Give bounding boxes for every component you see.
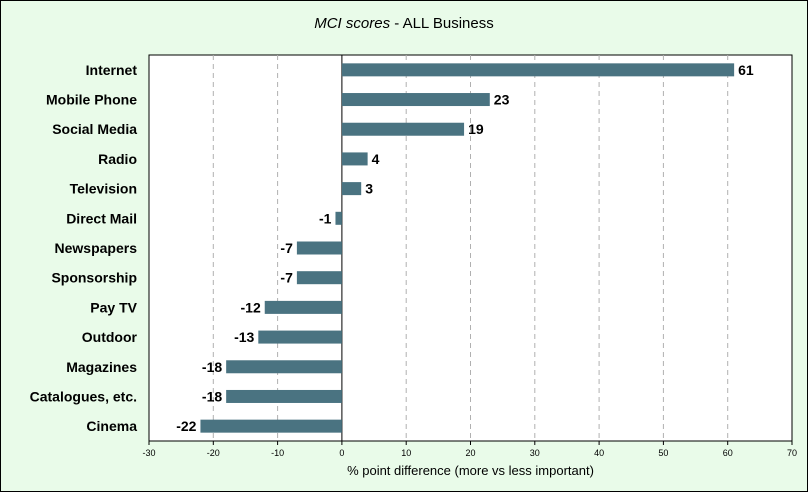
data-label: 61 (738, 62, 754, 78)
category-label: Television (70, 181, 137, 197)
x-tick-label: -10 (271, 448, 284, 458)
x-tick-label: 0 (339, 448, 344, 458)
bar (341, 182, 362, 196)
x-tick-label: 10 (401, 448, 411, 458)
data-label: -13 (234, 329, 254, 345)
bar (341, 93, 490, 107)
x-tick-label: 60 (723, 448, 733, 458)
x-tick-label: 20 (465, 448, 475, 458)
bar (226, 360, 342, 374)
category-label: Social Media (52, 121, 137, 137)
data-label: -7 (280, 270, 293, 286)
bar (335, 211, 342, 225)
bar (200, 419, 342, 433)
bar (341, 63, 735, 77)
data-label: -12 (241, 299, 261, 315)
category-label: Catalogues, etc. (30, 388, 137, 404)
bar (296, 241, 342, 255)
category-label: Internet (86, 62, 138, 78)
data-label: -1 (319, 210, 332, 226)
data-label: -22 (176, 418, 196, 434)
category-label: Radio (98, 151, 137, 167)
data-label: -7 (280, 240, 293, 256)
category-labels: Internet 61 Mobile Phone 23 Social Media 19 Ra… (30, 62, 754, 434)
x-tick-label: -30 (142, 448, 155, 458)
x-tick-label: 70 (787, 448, 797, 458)
data-label: -18 (202, 388, 222, 404)
x-tick-label: 50 (658, 448, 668, 458)
bar (264, 300, 342, 314)
category-label: Sponsorship (51, 270, 137, 286)
category-label: Direct Mail (66, 210, 137, 226)
chart-title-rest: - ALL Business (390, 15, 494, 32)
category-label: Magazines (66, 359, 137, 375)
x-axis: -30 -20 -10 0 10 20 30 40 50 60 70 (142, 441, 797, 458)
x-tick-label: 30 (530, 448, 540, 458)
data-label: 4 (372, 151, 380, 167)
bar (341, 152, 368, 166)
grid-lines (212, 55, 729, 441)
bars (200, 63, 735, 433)
data-label: -18 (202, 359, 222, 375)
category-label: Outdoor (82, 329, 138, 345)
chart-title-italic: MCI scores (314, 15, 391, 32)
x-tick-label: 40 (594, 448, 604, 458)
data-label: 19 (468, 121, 484, 137)
category-label: Newspapers (55, 240, 138, 256)
x-tick-label: -20 (207, 448, 220, 458)
data-label: 23 (494, 92, 510, 108)
chart-title: MCI scores - ALL Business (1, 15, 807, 32)
bar (258, 330, 342, 344)
data-label: 3 (365, 181, 373, 197)
category-label: Cinema (86, 418, 137, 434)
category-label: Mobile Phone (46, 92, 137, 108)
x-axis-title: % point difference (more vs less importa… (347, 463, 594, 478)
bar (341, 122, 465, 136)
bar (226, 389, 342, 403)
category-label: Pay TV (90, 299, 137, 315)
bar (296, 271, 342, 285)
